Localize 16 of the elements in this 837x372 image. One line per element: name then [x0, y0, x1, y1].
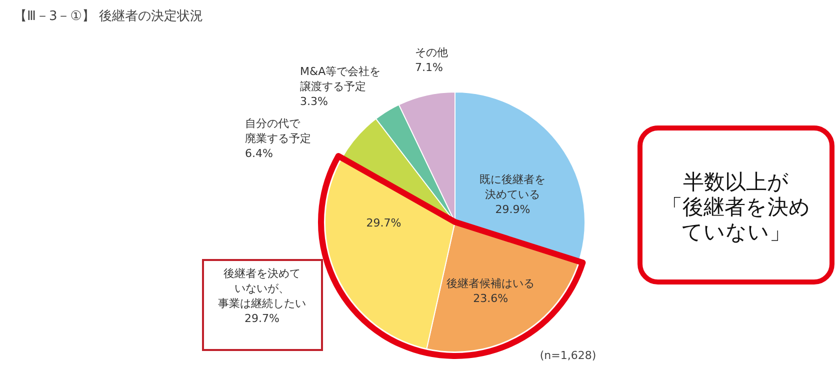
- text: 【Ⅲ－3－①】 後継者の決定状況: [14, 9, 204, 24]
- text: (n=1,628): [540, 349, 596, 362]
- slice-label: 既に後継者を決めている: [480, 172, 546, 201]
- slice-label: その他: [415, 46, 448, 59]
- data-label: 29.7%: [366, 216, 402, 230]
- text: 半数以上が「後継者を決めていない」: [662, 170, 810, 244]
- slice-label: M&A等で会社を譲渡する予定: [300, 65, 381, 93]
- slice-label: 後継者候補はいる: [446, 276, 535, 290]
- slice-label: 後継者を決めていないが、事業は継続したい: [218, 267, 306, 310]
- data-label: 7.1%: [415, 61, 443, 74]
- data-label: 6.4%: [245, 147, 273, 160]
- text: 29.7%: [244, 312, 280, 325]
- data-label: 23.6%: [473, 292, 508, 305]
- data-label: 3.3%: [300, 95, 328, 108]
- data-label: 29.9%: [495, 202, 530, 216]
- slice-label: 自分の代で廃業する予定: [245, 117, 311, 145]
